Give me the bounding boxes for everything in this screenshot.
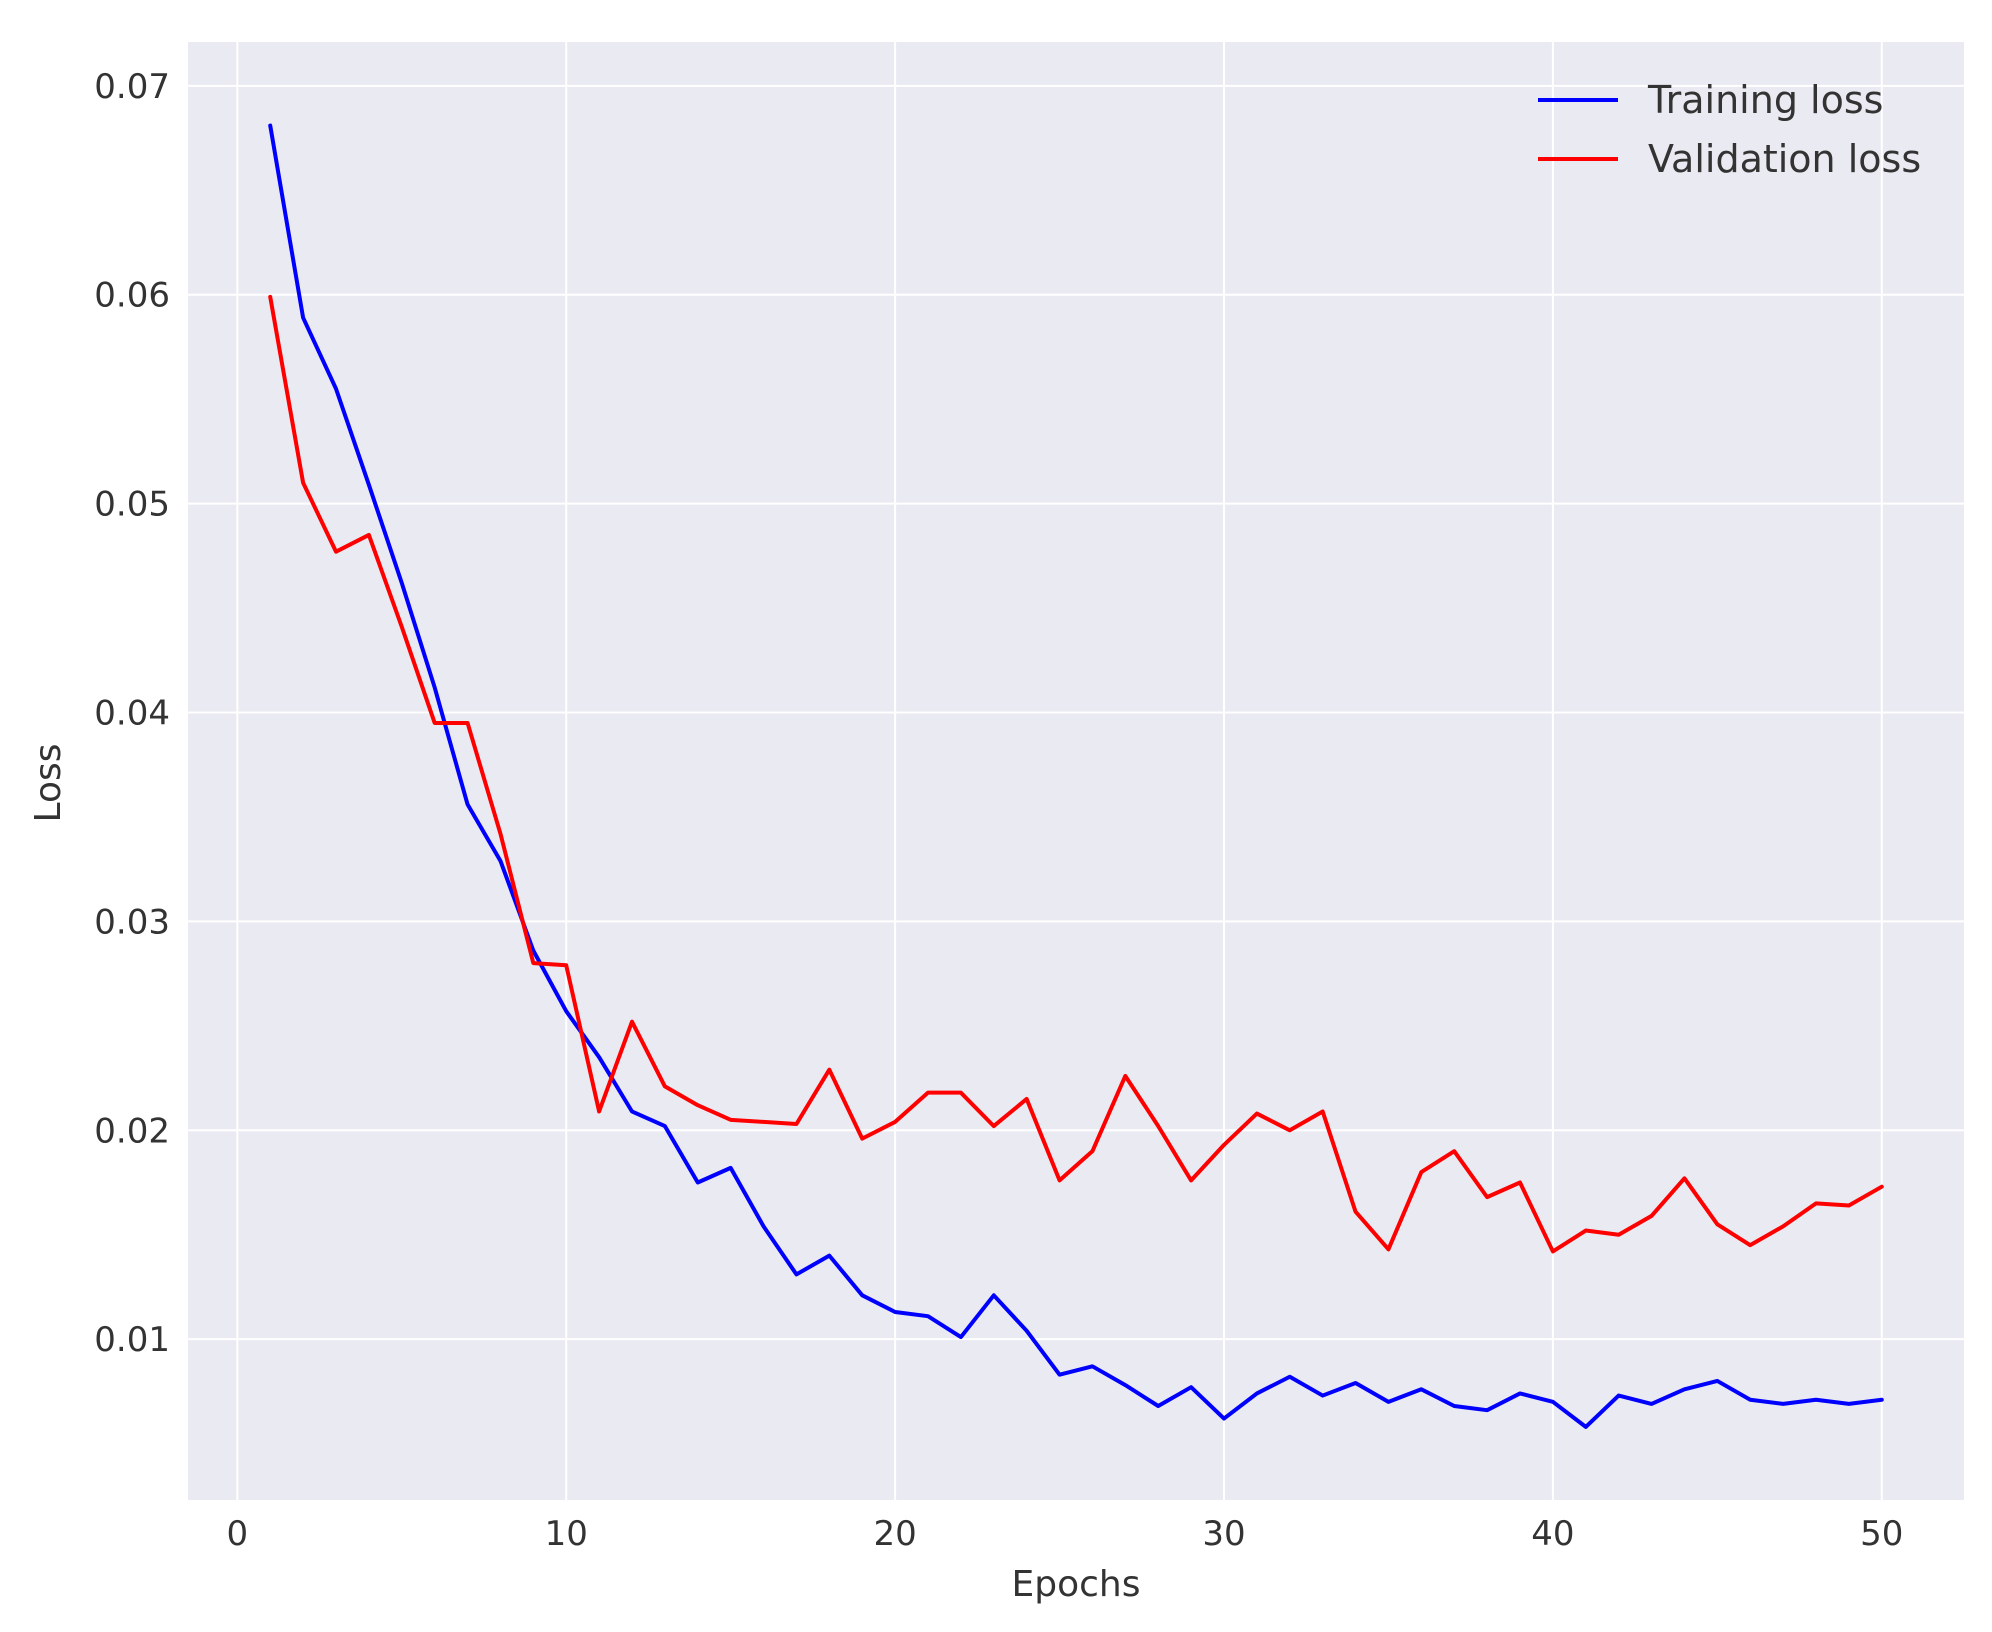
y-tick-label: 0.01 bbox=[94, 1320, 170, 1360]
grid bbox=[188, 42, 1964, 1500]
legend-label-validation: Validation loss bbox=[1648, 137, 1921, 181]
x-tick-label: 20 bbox=[873, 1514, 916, 1554]
y-tick-label: 0.07 bbox=[94, 67, 170, 107]
legend-label-training: Training loss bbox=[1647, 78, 1883, 122]
series-lines bbox=[268, 123, 1884, 1429]
x-tick-label: 0 bbox=[227, 1514, 249, 1554]
legend: Training loss Validation loss bbox=[1538, 78, 1921, 181]
plot-background bbox=[188, 42, 1964, 1500]
y-tick-label: 0.04 bbox=[94, 694, 170, 734]
validation-loss-line bbox=[268, 294, 1884, 1254]
y-tick-label: 0.05 bbox=[94, 485, 170, 525]
x-tick-labels: 0 10 20 30 40 50 bbox=[227, 1514, 1904, 1554]
x-axis-label: Epochs bbox=[1012, 1564, 1141, 1605]
y-tick-label: 0.06 bbox=[94, 276, 170, 316]
y-tick-labels: 0.01 0.02 0.03 0.04 0.05 0.06 0.07 bbox=[94, 67, 170, 1360]
x-tick-label: 30 bbox=[1202, 1514, 1245, 1554]
training-loss-line bbox=[268, 123, 1884, 1429]
y-axis-label: Loss bbox=[28, 744, 69, 823]
x-tick-label: 40 bbox=[1531, 1514, 1574, 1554]
y-tick-label: 0.02 bbox=[94, 1111, 170, 1151]
x-tick-label: 10 bbox=[545, 1514, 588, 1554]
y-tick-label: 0.03 bbox=[94, 902, 170, 942]
x-tick-label: 50 bbox=[1860, 1514, 1903, 1554]
